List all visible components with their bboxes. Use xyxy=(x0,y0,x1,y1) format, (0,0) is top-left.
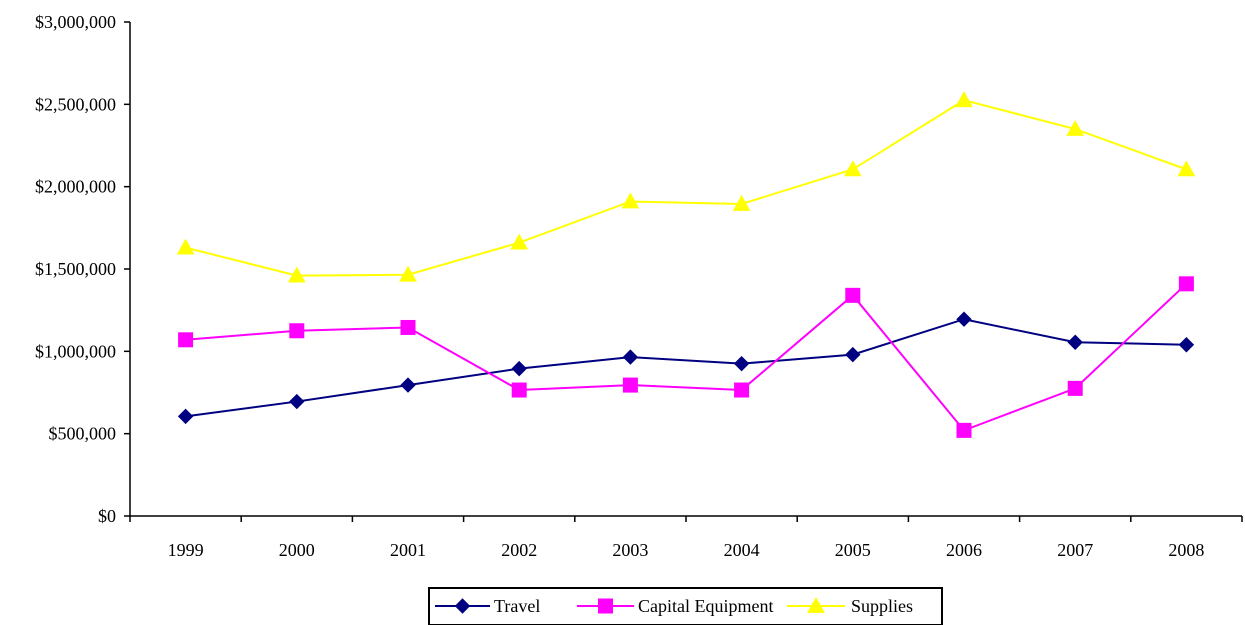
data-point-square xyxy=(178,332,194,348)
legend: Travel Capital Equipment Supplies xyxy=(428,587,943,625)
series-group xyxy=(176,91,1196,438)
legend-box xyxy=(428,587,943,625)
data-point-triangle xyxy=(843,160,862,177)
data-point-triangle xyxy=(510,233,529,250)
data-point-triangle xyxy=(1066,120,1085,136)
legend-label: Travel xyxy=(494,596,540,616)
data-point-square xyxy=(289,323,305,339)
legend-item: Travel xyxy=(435,596,540,616)
data-point-triangle xyxy=(399,265,417,282)
data-point-diamond xyxy=(845,346,861,363)
data-point-triangle xyxy=(287,266,306,283)
data-point-diamond xyxy=(622,349,639,365)
x-tick-label: 2000 xyxy=(279,540,315,560)
data-point-square xyxy=(400,319,416,335)
data-point-diamond xyxy=(177,408,194,425)
data-point-square xyxy=(734,382,750,398)
data-point-square xyxy=(622,377,638,393)
legend-item: Capital Equipment xyxy=(577,596,773,616)
x-tick-label: 2007 xyxy=(1057,540,1093,560)
y-tick-label: $1,000,000 xyxy=(35,341,116,361)
data-point-triangle xyxy=(621,192,640,209)
series-capital-equipment xyxy=(178,276,1194,438)
data-point-diamond xyxy=(289,393,305,410)
data-point-square xyxy=(956,422,972,438)
series-line xyxy=(185,99,1187,277)
y-axis-ticks: $0 $500,000 $1,000,000 $1,500,000 $2,000,000… xyxy=(35,12,130,526)
x-tick-label: 2002 xyxy=(501,540,537,560)
legend-swatch-triangle xyxy=(807,596,825,613)
y-tick-label: $1,500,000 xyxy=(35,259,116,279)
x-axis-ticks: 1999 2000 2001 2002 2003 2004 2005 2006 2007 2008 xyxy=(129,516,1243,560)
legend-label: Capital Equipment xyxy=(638,596,773,616)
y-tick-label: $2,000,000 xyxy=(35,177,116,197)
y-tick-label: $500,000 xyxy=(49,424,117,444)
data-point-square xyxy=(845,287,861,303)
series-line xyxy=(185,283,1188,432)
y-tick-label: $0 xyxy=(98,506,116,526)
series-travel xyxy=(177,311,1195,425)
data-point-square xyxy=(511,382,527,398)
data-point-diamond xyxy=(511,360,527,377)
x-tick-label: 2004 xyxy=(724,540,760,560)
data-point-diamond xyxy=(956,311,972,327)
x-tick-label: 2003 xyxy=(612,540,648,560)
x-tick-label: 2006 xyxy=(946,540,982,560)
data-point-triangle xyxy=(1177,160,1196,177)
x-tick-label: 1999 xyxy=(168,540,204,560)
data-point-diamond xyxy=(733,355,750,372)
data-point-triangle xyxy=(732,194,751,211)
data-point-square xyxy=(1067,380,1083,396)
data-point-diamond xyxy=(1067,334,1083,350)
y-tick-label: $2,500,000 xyxy=(35,94,116,114)
legend-label: Supplies xyxy=(851,596,913,616)
series-supplies xyxy=(176,91,1196,283)
y-tick-label: $3,000,000 xyxy=(35,12,116,32)
x-tick-label: 2001 xyxy=(390,540,426,560)
legend-item: Supplies xyxy=(787,596,913,616)
data-point-diamond xyxy=(1178,337,1195,353)
data-point-diamond xyxy=(400,377,416,393)
legend-swatch-square xyxy=(598,598,613,614)
legend-swatch-diamond xyxy=(454,598,471,614)
x-tick-label: 2008 xyxy=(1168,540,1204,560)
x-tick-label: 2005 xyxy=(835,540,871,560)
data-point-triangle xyxy=(955,91,973,108)
data-point-square xyxy=(1178,276,1194,292)
series-line xyxy=(185,318,1187,418)
data-point-triangle xyxy=(176,238,195,255)
